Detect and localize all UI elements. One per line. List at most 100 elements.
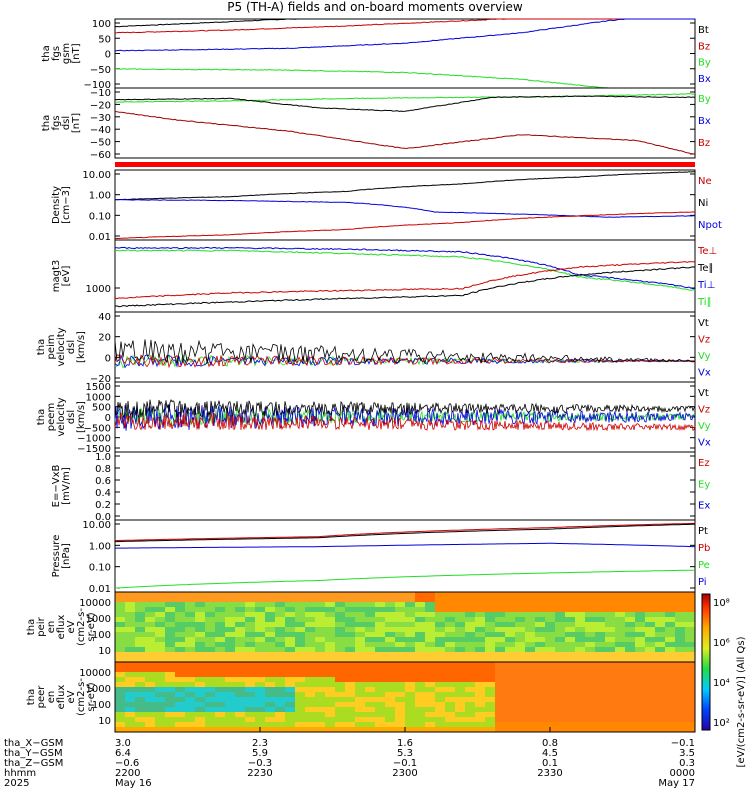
y-tick-label: −10 bbox=[90, 88, 111, 99]
spectrogram-cell bbox=[175, 632, 186, 638]
spectrogram-cell bbox=[405, 642, 416, 648]
spectrogram-cell bbox=[665, 687, 676, 693]
spectrogram-cell bbox=[135, 697, 146, 703]
y-axis-label: dsl bbox=[66, 340, 77, 354]
spectrogram-cell bbox=[425, 667, 436, 673]
x-axis-value: −0.1 bbox=[393, 758, 417, 769]
y-tick-label: −50 bbox=[90, 138, 111, 149]
spectrogram-cell bbox=[305, 692, 316, 698]
y-tick-label: 0.4 bbox=[95, 488, 111, 499]
spectrogram-cell bbox=[305, 682, 316, 688]
spectrogram-cell bbox=[445, 622, 456, 628]
spectrogram-cell bbox=[295, 702, 306, 708]
spectrogram-cell bbox=[415, 662, 426, 668]
spectrogram-cell bbox=[595, 592, 606, 598]
spectrogram-cell bbox=[465, 687, 476, 693]
spectrogram-cell bbox=[405, 702, 416, 708]
spectrogram-cell bbox=[205, 682, 216, 688]
spectrogram-cell bbox=[505, 642, 516, 648]
spectrogram-cell bbox=[155, 652, 166, 658]
spectrogram-cell bbox=[645, 622, 656, 628]
spectrogram-cell bbox=[115, 612, 126, 618]
spectrogram-cell bbox=[375, 592, 386, 598]
spectrogram-cell bbox=[335, 637, 346, 643]
spectrogram-cell bbox=[545, 672, 556, 678]
y-axis-label: en bbox=[46, 621, 57, 634]
spectrogram-cell bbox=[495, 722, 506, 728]
spectrogram-cell bbox=[645, 602, 656, 608]
spectrogram-cell bbox=[285, 592, 296, 598]
spectrogram-cell bbox=[685, 677, 696, 683]
y-tick-label: 1.00 bbox=[89, 541, 111, 552]
spectrogram-cell bbox=[625, 647, 636, 653]
spectrogram-cell bbox=[325, 692, 336, 698]
spectrogram-cell bbox=[355, 707, 366, 713]
spectrogram-cell bbox=[325, 647, 336, 653]
y-tick-label: 0.2 bbox=[95, 500, 111, 511]
spectrogram-cell bbox=[485, 592, 496, 598]
spectrogram-cell bbox=[535, 602, 546, 608]
spectrogram-cell bbox=[215, 692, 226, 698]
spectrogram-cell bbox=[455, 687, 466, 693]
spectrogram-cell bbox=[555, 632, 566, 638]
spectrogram-cell bbox=[135, 627, 146, 633]
colorbar-tick: 10⁸ bbox=[713, 598, 730, 609]
spectrogram-cell bbox=[225, 692, 236, 698]
spectrogram-cell bbox=[155, 712, 166, 718]
spectrogram-cell bbox=[635, 657, 646, 663]
spectrogram-cell bbox=[145, 687, 156, 693]
spectrogram-cell bbox=[465, 597, 476, 603]
spectrogram-cell bbox=[175, 607, 186, 613]
spectrogram-cell bbox=[655, 662, 666, 668]
spectrogram-cell bbox=[365, 722, 376, 728]
spectrogram-cell bbox=[415, 687, 426, 693]
spectrogram-cell bbox=[425, 697, 436, 703]
spectrogram-cell bbox=[475, 602, 486, 608]
spectrogram-cell bbox=[585, 607, 596, 613]
spectrogram-cell bbox=[595, 637, 606, 643]
spectrogram-cell bbox=[215, 602, 226, 608]
spectrogram-cell bbox=[435, 712, 446, 718]
spectrogram-cell bbox=[275, 692, 286, 698]
spectrogram-cell bbox=[685, 642, 696, 648]
legend-entry: Ni bbox=[698, 198, 708, 209]
spectrogram-cell bbox=[595, 727, 606, 733]
spectrogram-cell bbox=[485, 727, 496, 733]
spectrogram-cell bbox=[455, 647, 466, 653]
spectrogram-cell bbox=[465, 612, 476, 618]
y-tick-label: 0.6 bbox=[95, 476, 111, 487]
spectrogram-cell bbox=[285, 657, 296, 663]
spectrogram-cell bbox=[405, 617, 416, 623]
spectrogram-cell bbox=[325, 642, 336, 648]
spectrogram-cell bbox=[215, 657, 226, 663]
spectrogram-cell bbox=[395, 712, 406, 718]
spectrogram-cell bbox=[545, 717, 556, 723]
y-axis-label: tha bbox=[26, 619, 37, 635]
spectrogram-cell bbox=[395, 642, 406, 648]
spectrogram-cell bbox=[325, 672, 336, 678]
spectrogram-cell bbox=[595, 717, 606, 723]
spectrogram-cell bbox=[555, 647, 566, 653]
spectrogram-cell bbox=[265, 692, 276, 698]
spectrogram-cell bbox=[195, 697, 206, 703]
spectrogram-cell bbox=[435, 707, 446, 713]
spectrogram-cell bbox=[135, 657, 146, 663]
spectrogram-cell bbox=[165, 632, 176, 638]
spectrogram-cell bbox=[545, 642, 556, 648]
spectrogram-cell bbox=[145, 602, 156, 608]
y-tick-label: 1.00 bbox=[89, 191, 111, 202]
spectrogram-cell bbox=[565, 617, 576, 623]
spectrogram-cell bbox=[225, 667, 236, 673]
spectrogram-cell bbox=[245, 617, 256, 623]
spectrogram-cell bbox=[245, 622, 256, 628]
spectrogram-cell bbox=[285, 602, 296, 608]
spectrogram-cell bbox=[505, 627, 516, 633]
spectrogram-cell bbox=[285, 607, 296, 613]
spectrogram-cell bbox=[415, 602, 426, 608]
spectrogram-cell bbox=[645, 612, 656, 618]
spectrogram-cell bbox=[665, 622, 676, 628]
spectrogram-cell bbox=[435, 717, 446, 723]
spectrogram-cell bbox=[185, 672, 196, 678]
spectrogram-cell bbox=[375, 597, 386, 603]
spectrogram-cell bbox=[485, 657, 496, 663]
